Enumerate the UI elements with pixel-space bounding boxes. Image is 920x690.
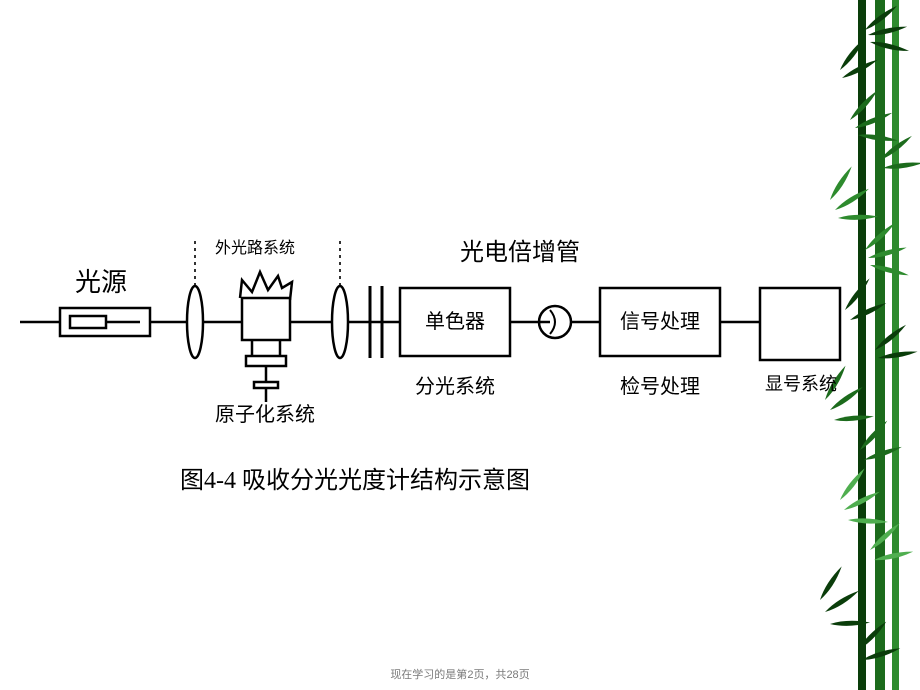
figure-caption: 图4-4 吸收分光光度计结构示意图	[180, 460, 530, 495]
pmt-label: 光电倍增管	[460, 232, 580, 267]
atomization-label: 原子化系统	[215, 398, 315, 427]
light-source-label: 光源	[75, 262, 127, 299]
page-footer: 现在学习的是第2页，共28页	[0, 666, 920, 682]
spectrophotometer-diagram: 单色器 信号处理	[20, 230, 880, 430]
atomizer-icon	[240, 272, 292, 402]
diagram-container: 单色器 信号处理 光源 外光路系统 光电倍增管 原子化系统 分光系统 检号处理 …	[20, 230, 880, 430]
pmt-icon	[539, 306, 571, 338]
footer-mid: 页，共	[473, 669, 506, 681]
external-optical-label: 外光路系统	[215, 234, 295, 258]
spectro-label: 分光系统	[415, 370, 495, 399]
display-label: 显号系统	[765, 370, 837, 396]
footer-prefix: 现在学习的是第	[390, 669, 467, 681]
monochromator-label: 单色器	[425, 310, 485, 333]
footer-suffix: 页	[519, 669, 530, 681]
footer-total: 28	[506, 669, 518, 681]
signal-processing-label: 信号处理	[620, 310, 700, 333]
detection-label: 检号处理	[620, 370, 700, 399]
